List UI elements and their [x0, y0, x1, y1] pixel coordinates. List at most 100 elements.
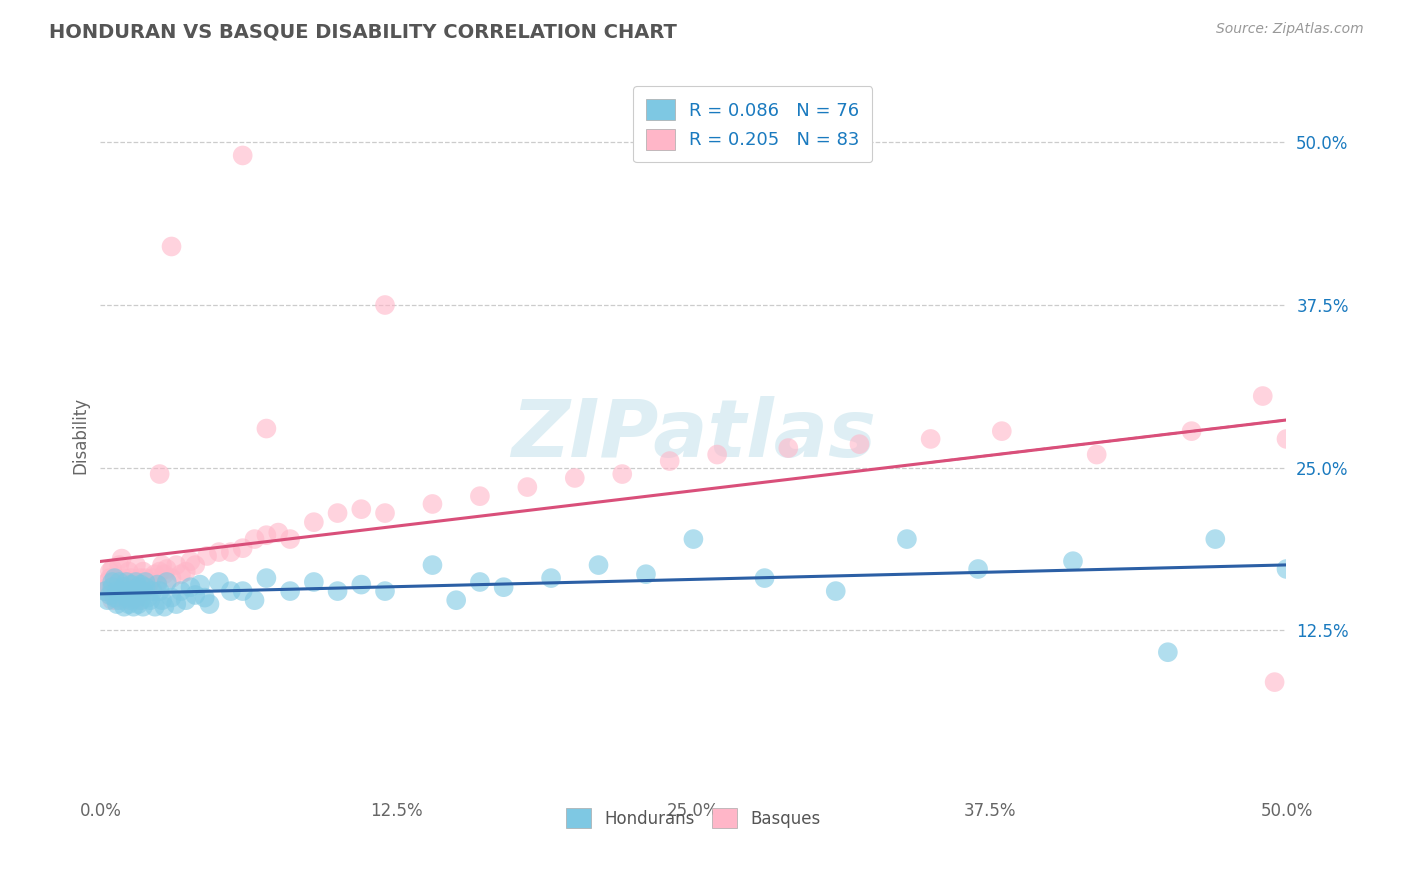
Point [101, 574, 124, 589]
Point [706, 448, 728, 462]
Point [350, 502, 373, 516]
Point [136, 591, 159, 605]
Point [188, 577, 211, 591]
Point [1085, 448, 1108, 462]
Point [108, 574, 131, 589]
Point [326, 506, 349, 520]
Point [170, 584, 193, 599]
Point [156, 562, 179, 576]
Point [444, 593, 467, 607]
Point [302, 515, 325, 529]
Point [243, 593, 266, 607]
Point [98, 571, 121, 585]
Point [540, 571, 562, 585]
Point [108, 558, 131, 573]
Point [136, 580, 159, 594]
Point [112, 599, 135, 614]
Point [374, 298, 396, 312]
Point [146, 574, 169, 589]
Point [103, 580, 125, 594]
Point [129, 571, 152, 585]
Point [198, 597, 221, 611]
Point [232, 148, 254, 162]
Point [174, 565, 197, 579]
Point [134, 584, 156, 599]
Point [101, 593, 124, 607]
Point [103, 584, 125, 599]
Point [824, 584, 846, 599]
Point [120, 577, 142, 591]
Legend: Hondurans, Basques: Hondurans, Basques [560, 802, 827, 834]
Point [115, 591, 138, 605]
Point [156, 574, 179, 589]
Point [278, 584, 301, 599]
Point [120, 571, 142, 585]
Point [139, 593, 162, 607]
Point [115, 584, 138, 599]
Point [127, 597, 149, 611]
Point [658, 454, 681, 468]
Point [108, 574, 131, 589]
Point [991, 424, 1014, 438]
Point [149, 584, 172, 599]
Point [184, 588, 207, 602]
Point [118, 597, 141, 611]
Point [111, 584, 134, 599]
Point [219, 584, 242, 599]
Point [125, 591, 148, 605]
Point [134, 580, 156, 594]
Point [101, 580, 124, 594]
Point [1157, 645, 1180, 659]
Point [612, 467, 634, 481]
Point [112, 593, 135, 607]
Point [165, 558, 187, 573]
Point [96, 593, 118, 607]
Point [103, 571, 125, 585]
Point [120, 580, 142, 594]
Point [170, 567, 193, 582]
Y-axis label: Disability: Disability [72, 396, 89, 474]
Text: ZIPatlas: ZIPatlas [510, 396, 876, 474]
Point [112, 571, 135, 585]
Point [132, 584, 155, 599]
Point [122, 584, 145, 599]
Point [516, 480, 538, 494]
Point [129, 593, 152, 607]
Point [105, 593, 128, 607]
Point [896, 532, 918, 546]
Point [160, 239, 183, 253]
Point [111, 551, 134, 566]
Point [134, 574, 156, 589]
Point [120, 593, 142, 607]
Point [143, 567, 166, 582]
Point [139, 574, 162, 589]
Point [219, 545, 242, 559]
Point [129, 577, 152, 591]
Point [108, 593, 131, 607]
Text: HONDURAN VS BASQUE DISABILITY CORRELATION CHART: HONDURAN VS BASQUE DISABILITY CORRELATIO… [49, 22, 678, 41]
Point [150, 593, 173, 607]
Point [1062, 554, 1084, 568]
Point [174, 593, 197, 607]
Point [374, 584, 396, 599]
Point [1264, 675, 1286, 690]
Point [118, 584, 141, 599]
Point [96, 574, 118, 589]
Point [967, 562, 990, 576]
Point [754, 571, 776, 585]
Point [132, 565, 155, 579]
Point [98, 565, 121, 579]
Point [254, 571, 277, 585]
Point [129, 593, 152, 607]
Point [1275, 562, 1298, 576]
Point [254, 421, 277, 435]
Point [127, 577, 149, 591]
Point [94, 584, 117, 599]
Point [254, 528, 277, 542]
Point [149, 467, 172, 481]
Point [125, 558, 148, 573]
Point [1275, 432, 1298, 446]
Point [115, 574, 138, 589]
Point [125, 593, 148, 607]
Point [149, 565, 172, 579]
